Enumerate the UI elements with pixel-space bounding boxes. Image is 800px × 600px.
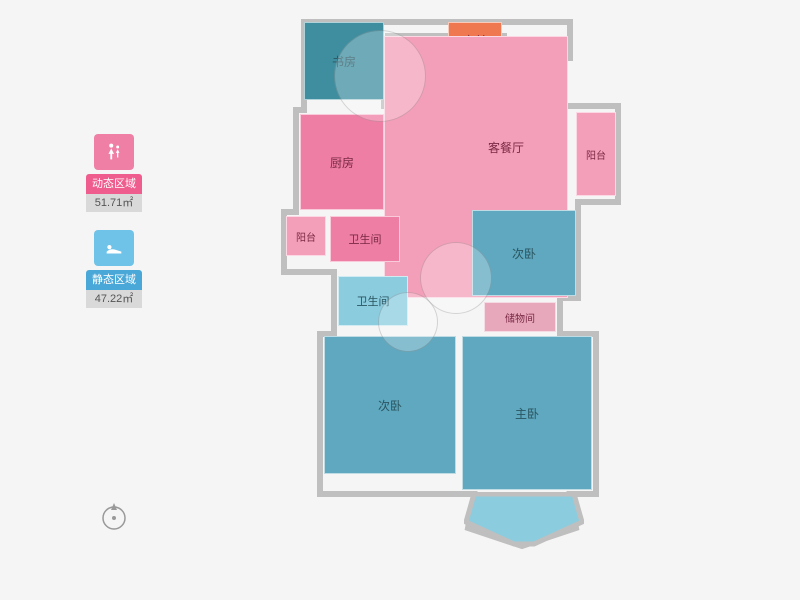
room-label-living: 客餐厅 — [488, 139, 524, 156]
legend-static-label: 静态区域 — [86, 270, 142, 290]
room-storage: 储物间 — [484, 302, 556, 332]
floor-plan: 书房玄关客餐厅厨房阳台卫生间阳台次卧卫生间储物间次卧主卧阳台 — [280, 18, 680, 578]
room-label-storage: 储物间 — [505, 310, 535, 325]
room-kitchen: 厨房 — [300, 114, 384, 210]
room-bed2b: 次卧 — [324, 336, 456, 474]
room-master: 主卧 — [462, 336, 592, 490]
sleep-icon — [103, 237, 125, 259]
sleep-icon-bg — [94, 230, 134, 266]
room-label-balcony_w: 阳台 — [296, 229, 316, 244]
room-label-balcony_e: 阳台 — [586, 147, 606, 162]
compass-icon — [98, 500, 130, 532]
people-icon-bg — [94, 134, 134, 170]
room-label-bed2b: 次卧 — [378, 397, 402, 414]
legend-static: 静态区域 47.22㎡ — [86, 230, 142, 308]
room-label-master: 主卧 — [515, 405, 539, 422]
door-arc — [378, 292, 438, 352]
legend-dynamic-value: 51.71㎡ — [86, 194, 142, 212]
room-balcony_w: 阳台 — [286, 216, 326, 256]
legend-static-value: 47.22㎡ — [86, 290, 142, 308]
room-label-kitchen: 厨房 — [330, 154, 354, 171]
legend-dynamic: 动态区域 51.71㎡ — [86, 134, 142, 212]
zone-legend: 动态区域 51.71㎡ 静态区域 47.22㎡ — [86, 134, 142, 326]
legend-dynamic-label: 动态区域 — [86, 174, 142, 194]
door-arc — [334, 30, 426, 122]
room-label-bath1: 卫生间 — [349, 231, 382, 247]
people-icon — [103, 141, 125, 163]
room-bath1: 卫生间 — [330, 216, 400, 262]
room-label-bed2a: 次卧 — [512, 245, 536, 262]
bay-window — [464, 492, 584, 552]
room-balcony_e: 阳台 — [576, 112, 616, 196]
